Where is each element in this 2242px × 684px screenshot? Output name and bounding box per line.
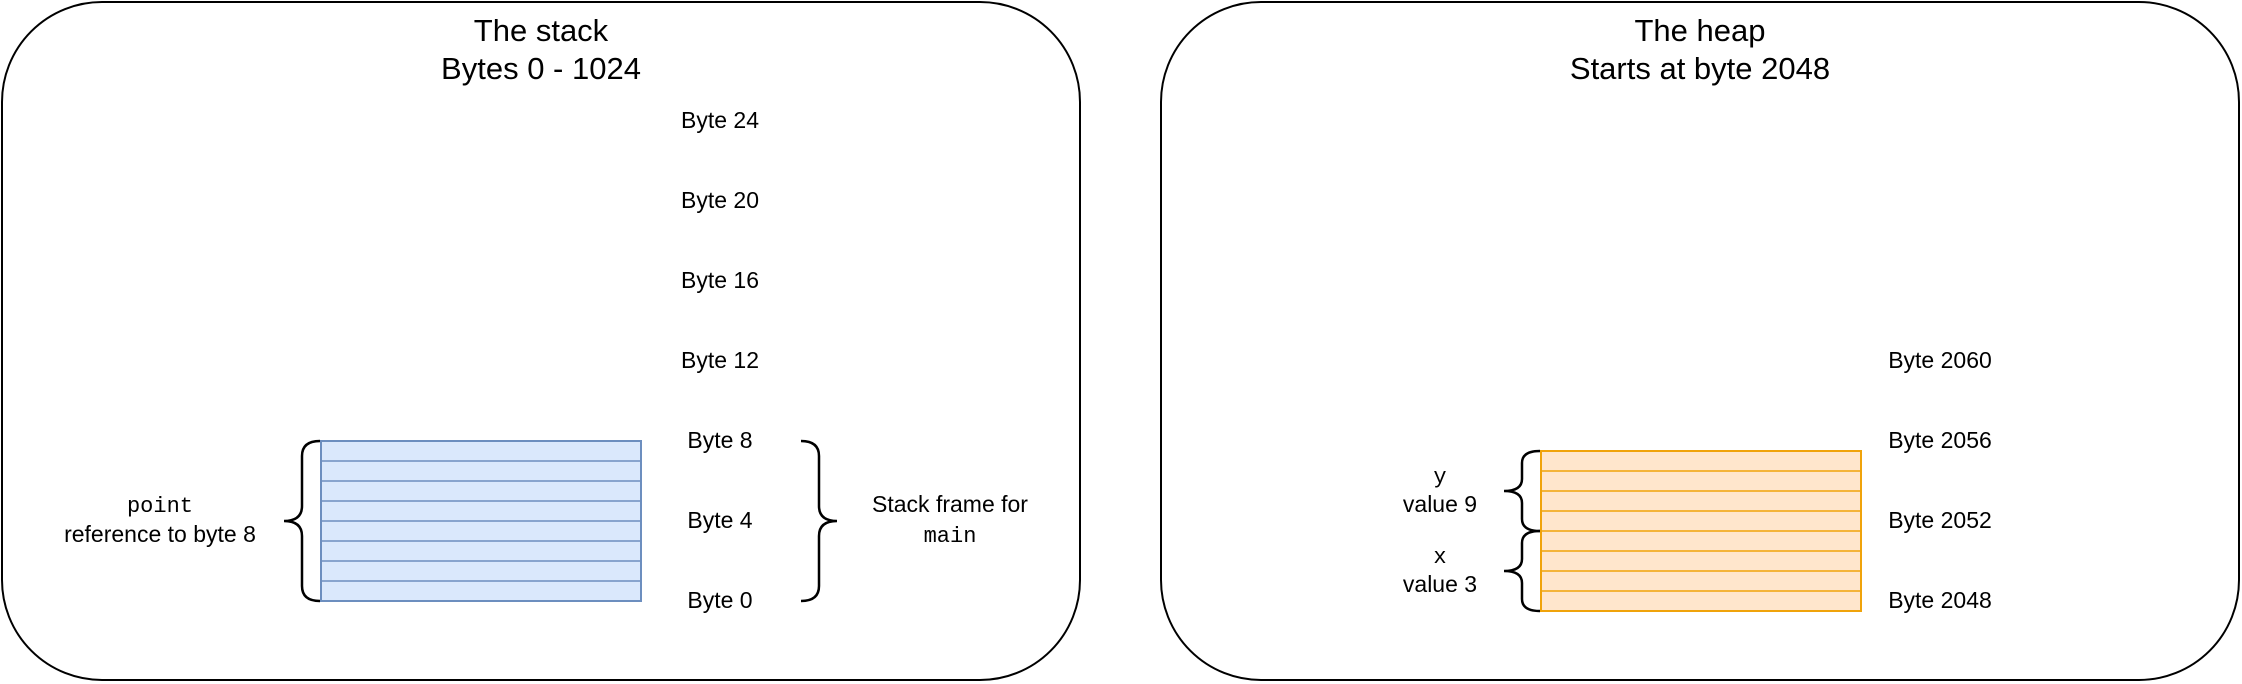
stack-frame-label: Stack frame for [872, 491, 1028, 517]
point-variable-name: point [127, 494, 193, 519]
stack-byte-label: Byte 16 [681, 267, 759, 293]
x-brace [1503, 529, 1541, 613]
x-field-value: value 3 [1403, 571, 1477, 597]
stack-frame-brace [800, 439, 838, 603]
stack-subtitle: Bytes 0 - 1024 [441, 51, 641, 86]
stack-panel: The stack Bytes 0 - 1024 Byte 24 Byte 20… [1, 1, 1081, 681]
stack-byte-label: Byte 12 [681, 347, 759, 373]
stack-byte-label: Byte 20 [681, 187, 759, 213]
heap-byte-label: Byte 2056 [1888, 427, 1992, 453]
heap-panel: The heap Starts at byte 2048 Byte 2060 B… [1160, 1, 2240, 681]
stack-frame-name: main [924, 524, 977, 549]
stack-byte-label: Byte 4 [687, 507, 752, 533]
heap-title: The heap [1635, 13, 1766, 48]
stack-byte-label: Byte 8 [687, 427, 752, 453]
y-field-name: y [1433, 465, 1446, 490]
y-field-value: value 9 [1403, 491, 1477, 517]
point-variable-desc: reference to byte 8 [64, 521, 256, 547]
stack-memory-block [320, 440, 642, 602]
y-brace [1503, 449, 1541, 533]
heap-byte-label: Byte 2052 [1888, 507, 1992, 533]
stack-title: The stack [474, 13, 609, 48]
stack-byte-label: Byte 24 [681, 107, 759, 133]
stack-byte-label: Byte 0 [687, 587, 752, 613]
heap-panel-border [1160, 1, 2240, 681]
heap-subtitle: Starts at byte 2048 [1570, 51, 1830, 86]
stack-panel-border [1, 1, 1081, 681]
heap-byte-label: Byte 2060 [1888, 347, 1992, 373]
heap-memory-block [1540, 450, 1862, 612]
point-brace [283, 439, 321, 603]
x-field-name: x [1433, 545, 1446, 570]
heap-byte-label: Byte 2048 [1888, 587, 1992, 613]
